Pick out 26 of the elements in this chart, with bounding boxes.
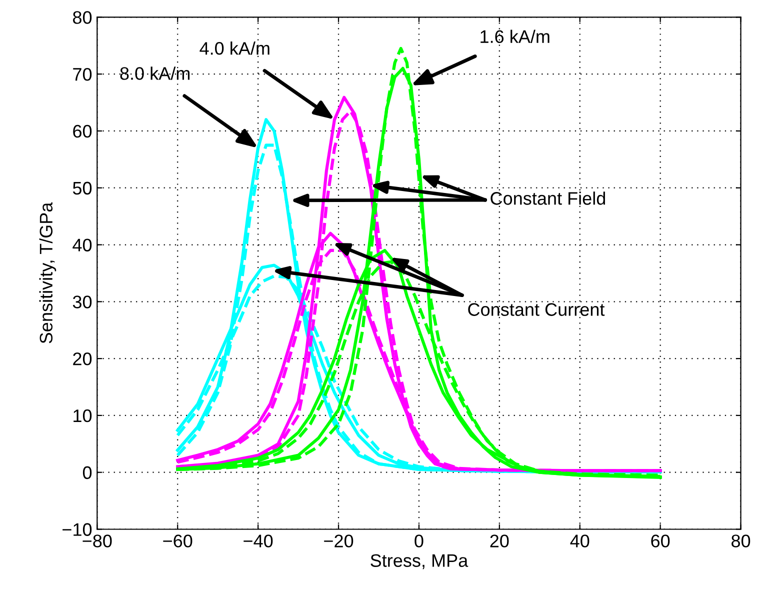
y-axis-title: Sensitivity, T/GPa	[39, 202, 56, 344]
x-tick-label: 20	[490, 534, 509, 548]
x-tick-label: −40	[244, 534, 273, 548]
x-tick-label: 40	[570, 534, 590, 548]
y-tick-label: 10	[74, 409, 92, 422]
y-tick-label: 50	[72, 182, 92, 195]
x-tick-label: 60	[651, 534, 670, 548]
y-tick-label: 0	[82, 466, 92, 480]
x-tick-label: −80	[82, 534, 112, 548]
y-tick-label: −10	[62, 523, 92, 536]
y-tick-label: 60	[73, 124, 92, 138]
y-tick-label: 70	[73, 68, 92, 81]
y-tick-label: 20	[73, 352, 92, 366]
x-axis-title: Stress, MPa	[370, 554, 468, 570]
x-tick-label: 0	[414, 534, 424, 548]
y-tick-label: 80	[72, 11, 92, 24]
x-tick-label: 80	[732, 534, 750, 548]
annotation: Constant Field	[490, 192, 606, 205]
annotation: 4.0 kA/m	[200, 42, 270, 55]
annotation: Constant Current	[468, 303, 605, 316]
y-tick-label: 40	[72, 238, 92, 252]
annotation: 1.6 kA/m	[480, 30, 550, 44]
annotation: 8.0 kA/m	[120, 66, 190, 80]
x-tick-label: −60	[163, 534, 192, 548]
y-tick-label: 30	[72, 296, 92, 308]
x-tick-label: −20	[324, 534, 354, 548]
